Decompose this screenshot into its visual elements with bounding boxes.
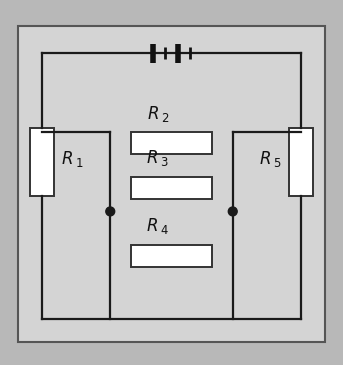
Bar (131, 245, 212, 267)
Text: $R\,_1$: $R\,_1$ (61, 149, 84, 169)
Bar (30, 128, 54, 196)
Bar (131, 132, 212, 154)
Text: $R\,_5$: $R\,_5$ (259, 149, 282, 169)
Text: $R\,_3$: $R\,_3$ (146, 148, 169, 168)
Bar (289, 128, 313, 196)
Circle shape (106, 207, 115, 216)
Bar (131, 177, 212, 199)
Text: $R\,_4$: $R\,_4$ (146, 216, 169, 236)
Text: $R\,_2$: $R\,_2$ (146, 104, 169, 124)
Circle shape (228, 207, 237, 216)
